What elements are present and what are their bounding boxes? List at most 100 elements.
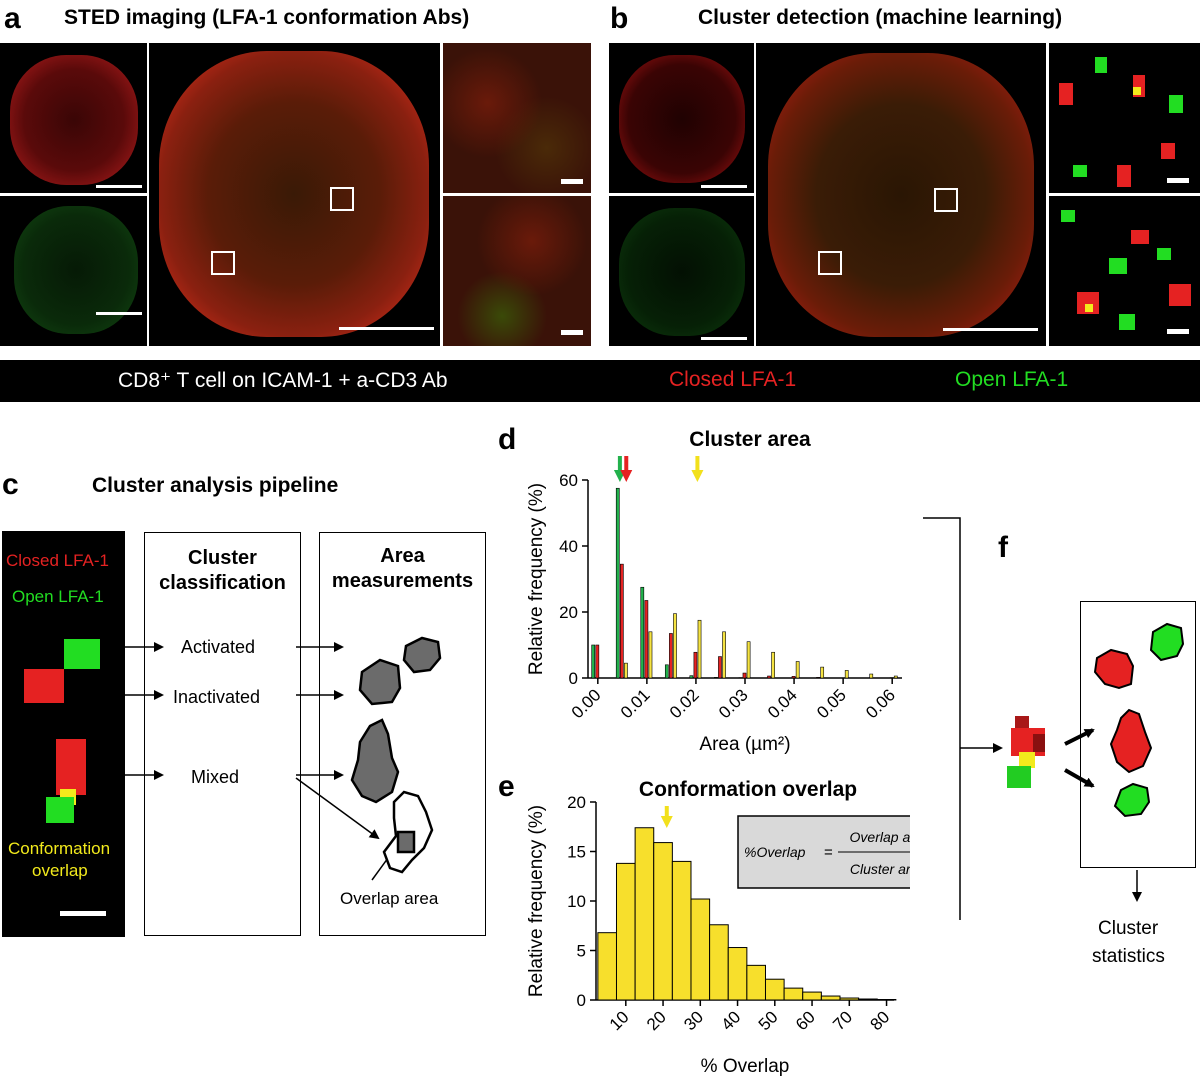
chart-e-bar <box>615 862 636 1001</box>
chart-d-bar <box>816 677 820 679</box>
chart-d-ytick-label: 40 <box>559 537 578 556</box>
chart-e-bar <box>671 860 692 1001</box>
panel-a-label: a <box>4 2 21 35</box>
area-shapes <box>350 636 442 874</box>
pipeline-cluster-image: Closed LFA-1 Open LFA-1 Conformation ove… <box>2 531 125 937</box>
chart-e-xtick-label: 40 <box>718 1007 745 1034</box>
roi-box-lower-b <box>818 251 842 275</box>
roi-box-upper <box>330 187 354 211</box>
panel-a-title: STED imaging (LFA-1 conformation Abs) <box>64 6 470 29</box>
chart-d-ylabel: Relative frequency (%) <box>526 483 547 675</box>
chart-d-ytick-label: 60 <box>559 471 578 490</box>
chart-d-arrow-head <box>620 470 633 482</box>
class-inactivated: Inactivated <box>173 687 261 707</box>
detection-open-small-image <box>609 196 754 346</box>
chart-d-arrow-head <box>691 470 704 482</box>
detection-merged-image <box>756 43 1046 346</box>
chart-d-title: Cluster area <box>689 428 811 451</box>
classified-clusters <box>1093 622 1185 818</box>
chart-d-bar <box>746 641 751 679</box>
chart-e-bar <box>839 997 860 1001</box>
formula-lhs: %Overlap <box>744 844 806 860</box>
chart-e-bar <box>653 842 673 1001</box>
chart-e-bar <box>597 932 617 1001</box>
chart-e-bar <box>820 995 841 1001</box>
chart-e-bar <box>764 978 785 1001</box>
chart-d-bar <box>844 670 849 679</box>
mixed-cluster-green <box>46 797 74 823</box>
area-measurements-box: Area measurements Overlap area <box>319 532 486 936</box>
chart-e-bar <box>783 987 804 1001</box>
chart-d-xtick-label: 0.04 <box>764 685 801 722</box>
cluster-area-chart: Cluster area 0 20 40 60 0.00 0.01 0.02 0.03 0.04 0… <box>526 428 902 755</box>
legend-open-label: Open LFA-1 <box>12 587 104 606</box>
classification-header-line2: classification <box>159 572 286 594</box>
formula-equals: = <box>824 844 833 861</box>
chart-d-bar <box>742 672 747 679</box>
banner-open-label: Open LFA-1 <box>955 368 1069 391</box>
sted-merged-image <box>149 43 440 346</box>
classification-box: Cluster classification Activated Inactiv… <box>144 532 301 936</box>
chart-d-bar <box>664 664 669 679</box>
condition-banner: CD8⁺ T cell on ICAM-1 + a-CD3 Ab Closed … <box>0 360 1200 402</box>
chart-e-ytick-label: 0 <box>577 991 586 1010</box>
chart-d-bar <box>722 631 726 679</box>
chart-d-bar <box>624 662 628 679</box>
chart-e-bar <box>802 991 822 1001</box>
chart-d-bar <box>644 600 649 679</box>
chart-d-ytick-label: 20 <box>559 603 578 622</box>
mixed-cluster-input <box>1007 716 1045 788</box>
chart-e-bar <box>858 998 878 1001</box>
chart-d-xtick-label: 0.06 <box>862 685 899 722</box>
chart-e-xtick-label: 50 <box>755 1007 782 1034</box>
chart-d-ytick-label: 0 <box>569 669 578 688</box>
chart-d-bar <box>771 651 775 679</box>
chart-e-xtick-label: 80 <box>867 1007 894 1034</box>
roi-box-upper-b <box>934 188 958 212</box>
chart-e-xtick-label: 60 <box>792 1007 819 1034</box>
legend-closed-label: Closed LFA-1 <box>6 551 109 570</box>
area-header-line1: Area <box>380 545 425 567</box>
chart-d-xlabel: Area (µm²) <box>699 734 790 755</box>
chart-e-ytick-label: 10 <box>567 892 586 911</box>
chart-d-bar <box>795 661 800 679</box>
overlap-area-label: Overlap area <box>340 889 439 908</box>
chart-d-xtick-label: 0.02 <box>666 685 703 722</box>
chart-d-bar <box>693 651 698 679</box>
overlap-label-line2: overlap <box>32 861 88 880</box>
chart-e-bar <box>709 924 729 1001</box>
mixed-cluster-red <box>56 739 86 795</box>
panel-b-title: Cluster detection (machine learning) <box>698 6 1063 29</box>
sted-zoom-upper-image <box>443 43 591 193</box>
pipeline-diagram <box>124 636 442 881</box>
area-header-line2: measurements <box>331 570 474 592</box>
formula-numerator: Overlap area <box>850 829 910 845</box>
detection-zoom-lower-image <box>1049 196 1200 346</box>
chart-d-bar <box>619 563 624 679</box>
detection-zoom-upper-image <box>1049 43 1200 193</box>
chart-e-xtick-label: 10 <box>606 1007 633 1034</box>
panel-f-label: f <box>998 531 1008 564</box>
roi-box-lower <box>211 251 235 275</box>
chart-e-xtick-label: 30 <box>680 1007 707 1034</box>
stats-label-line1: Cluster <box>1098 918 1159 939</box>
pipeline-scale-bar <box>60 911 106 916</box>
open-cluster-shape <box>64 639 100 669</box>
chart-d-bar <box>718 656 722 679</box>
banner-closed-label: Closed LFA-1 <box>669 368 797 391</box>
chart-e-ytick-label: 15 <box>567 843 586 862</box>
chart-d-bar <box>869 673 874 679</box>
panel-e-label: e <box>498 770 515 803</box>
chart-d-bar <box>697 619 702 679</box>
classification-header-line1: Cluster <box>188 547 257 569</box>
chart-d-bar <box>767 675 771 679</box>
chart-d-bar <box>640 586 645 679</box>
chart-d-bar <box>791 676 796 679</box>
chart-d-xtick-label: 0.00 <box>568 685 605 722</box>
panel-b-label: b <box>610 2 629 35</box>
sted-zoom-lower-image <box>443 196 591 346</box>
detection-closed-small-image <box>609 43 754 193</box>
conformation-overlap-chart: Conformation overlap 0 5 10 15 20 10 20 30 40 50 60… <box>526 778 910 1077</box>
chart-d-xtick-label: 0.03 <box>715 685 752 722</box>
chart-e-xtick-label: 70 <box>829 1007 856 1034</box>
